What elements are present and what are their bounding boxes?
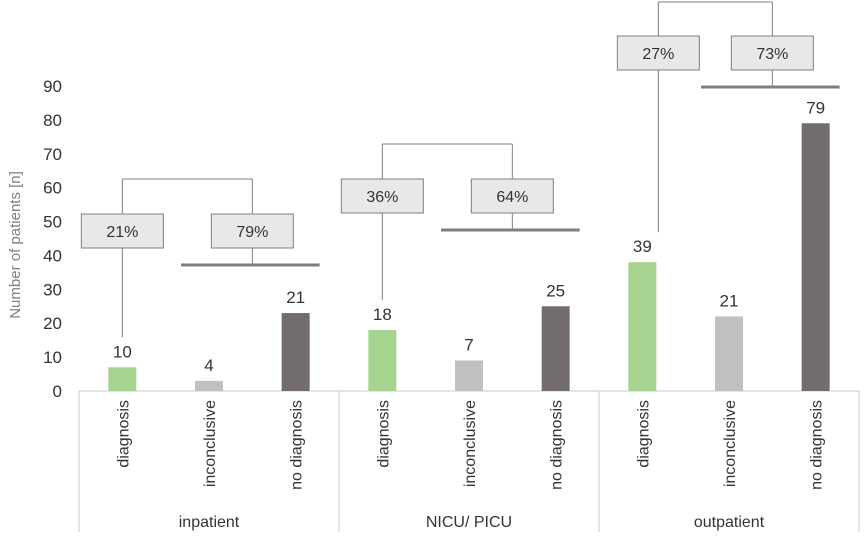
data-label: 18 <box>373 305 392 324</box>
bar-nicu-picu-no-diagnosis <box>541 306 570 391</box>
y-tick-label: 90 <box>43 77 62 96</box>
bar-nicu-picu-inconclusive <box>455 360 483 391</box>
percent-box-right <box>470 178 554 214</box>
category-label: inconclusive <box>462 400 479 487</box>
data-label: 10 <box>113 342 132 361</box>
bar-outpatient-diagnosis <box>628 262 657 391</box>
data-label: 4 <box>204 356 213 375</box>
y-tick-label: 50 <box>43 213 62 232</box>
category-label: inconclusive <box>722 400 739 487</box>
percent-box-left <box>616 35 700 71</box>
bar-inpatient-diagnosis <box>108 367 137 391</box>
percent-label-right: 79% <box>236 224 268 241</box>
y-tick-label: 80 <box>43 111 62 130</box>
percent-label-left: 27% <box>642 46 674 63</box>
percent-label-right: 73% <box>756 46 788 63</box>
y-tick-label: 20 <box>43 314 62 333</box>
bar-inpatient-no-diagnosis <box>281 313 310 391</box>
percent-box-left <box>80 213 164 249</box>
y-axis-label: Number of patients [n] <box>7 171 24 319</box>
percent-box-left <box>340 178 424 214</box>
category-label: diagnosis <box>635 400 652 468</box>
y-tick-label: 10 <box>43 348 62 367</box>
bar-inpatient-inconclusive <box>195 380 223 391</box>
data-label: 7 <box>464 336 473 355</box>
category-label: no diagnosis <box>549 400 566 490</box>
percent-box-right <box>730 35 814 71</box>
bar-outpatient-inconclusive <box>715 316 743 391</box>
data-label: 25 <box>546 281 565 300</box>
y-tick-label: 60 <box>43 179 62 198</box>
y-tick-label: 30 <box>43 280 62 299</box>
group-label-nicu-picu: NICU/ PICU <box>426 514 512 531</box>
category-label: no diagnosis <box>809 400 826 490</box>
plot-area: 0 10 20 30 40 50 60 70 80 90 inpatient 10 diagnosis 4… <box>43 1 860 532</box>
bar-nicu-picu-diagnosis <box>368 330 397 391</box>
data-label: 79 <box>806 98 825 117</box>
category-label: inconclusive <box>202 400 219 487</box>
percent-box-right <box>210 213 294 249</box>
category-label: diagnosis <box>375 400 392 468</box>
category-label: diagnosis <box>115 400 132 468</box>
y-tick-label: 0 <box>53 382 62 401</box>
group-label-inpatient: inpatient <box>179 514 240 531</box>
percent-label-left: 36% <box>366 189 398 206</box>
data-label: 21 <box>286 288 305 307</box>
percent-label-left: 21% <box>106 224 138 241</box>
data-label: 21 <box>720 291 739 310</box>
y-tick-label: 40 <box>43 246 62 265</box>
percent-label-right: 64% <box>496 189 528 206</box>
category-label: no diagnosis <box>289 400 306 490</box>
group-label-outpatient: outpatient <box>694 514 765 531</box>
bar-outpatient-no-diagnosis <box>801 123 830 392</box>
y-tick-label: 70 <box>43 145 62 164</box>
data-label: 39 <box>633 237 652 256</box>
